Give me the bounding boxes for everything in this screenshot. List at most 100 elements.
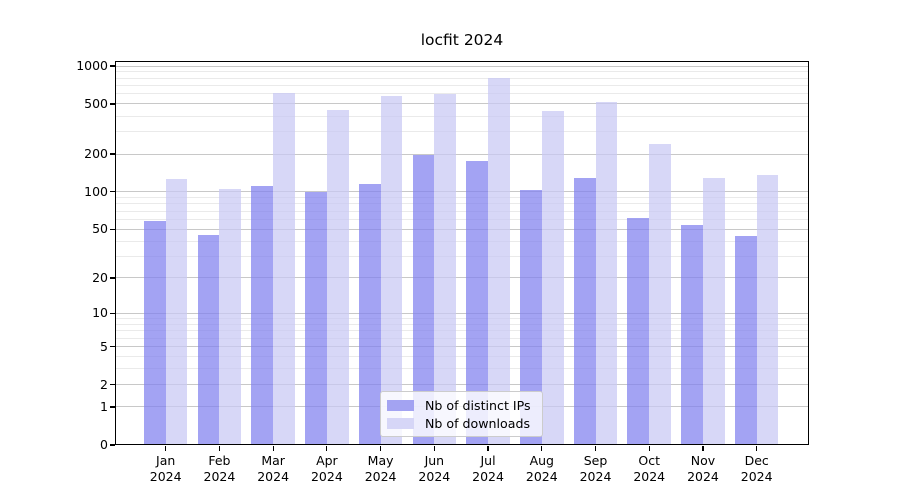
y-axis-tick-label-1: 1 — [100, 398, 108, 414]
minor-gridline — [115, 240, 809, 242]
bar-downloads-dec — [756, 174, 779, 445]
y-axis-tick-label-500: 500 — [84, 95, 108, 111]
bar-distinct-ips-jun — [412, 155, 435, 445]
bar-downloads-jan — [165, 179, 188, 445]
y-axis-tick-label-1000: 1000 — [76, 58, 108, 73]
minor-gridline — [115, 318, 809, 320]
minor-gridline — [115, 71, 809, 73]
x-axis-tick-label-oct: Oct 2024 — [633, 453, 666, 484]
y-axis-tick-5 — [110, 346, 115, 348]
x-axis-tick-label-aug: Aug 2024 — [525, 453, 558, 484]
bar-downloads-feb — [219, 189, 242, 445]
minor-gridline — [115, 93, 809, 95]
y-axis-tick-label-200: 200 — [84, 146, 108, 162]
major-gridline — [115, 191, 809, 193]
bar-distinct-ips-sep — [573, 177, 596, 445]
y-axis-tick-500 — [110, 103, 115, 105]
y-axis-tick-1000 — [110, 65, 115, 67]
y-axis-tick-200 — [110, 153, 115, 155]
bar-distinct-ips-jan — [143, 221, 166, 445]
y-axis-tick-1 — [110, 406, 115, 408]
bar-distinct-ips-may — [358, 183, 381, 445]
bar-distinct-ips-oct — [627, 217, 650, 445]
minor-gridline — [115, 356, 809, 358]
x-axis-tick-mar — [272, 446, 274, 451]
y-axis-tick-label-0: 0 — [100, 437, 108, 452]
y-axis-tick-label-5: 5 — [100, 338, 108, 354]
y-axis-tick-label-2: 2 — [100, 376, 108, 392]
major-gridline — [115, 103, 809, 105]
y-axis-tick-2 — [110, 384, 115, 386]
x-axis-tick-sep — [594, 446, 597, 451]
y-axis-tick-label-20: 20 — [92, 269, 108, 285]
y-axis-tick-label-100: 100 — [84, 183, 108, 199]
bar-distinct-ips-aug — [519, 189, 542, 445]
bar-distinct-ips-apr — [305, 191, 327, 445]
bar-downloads-mar — [273, 92, 295, 445]
x-axis-tick-jan — [165, 446, 167, 451]
y-axis-tick-0 — [110, 444, 115, 446]
minor-gridline — [115, 337, 809, 339]
x-axis-tick-label-apr: Apr 2024 — [310, 453, 343, 484]
bar-downloads-apr — [326, 110, 349, 445]
x-axis-tick-oct — [648, 446, 650, 451]
minor-gridline — [115, 330, 809, 332]
x-axis-tick-label-jan: Jan 2024 — [149, 453, 182, 484]
bar-distinct-ips-jul — [466, 161, 489, 445]
x-axis-tick-jun — [433, 446, 435, 451]
minor-gridline — [115, 77, 809, 79]
bar-distinct-ips-nov — [681, 225, 703, 445]
x-axis-tick-feb — [218, 446, 220, 451]
x-axis-tick-label-mar: Mar 2024 — [257, 453, 290, 484]
x-axis-tick-may — [380, 446, 382, 451]
legend-label-distinct-ips: Nb of distinct IPs — [425, 397, 531, 413]
y-axis-tick-label-10: 10 — [92, 305, 108, 321]
y-axis-tick-100 — [110, 191, 115, 193]
bar-downloads-aug — [541, 111, 564, 445]
major-gridline — [115, 346, 809, 348]
major-gridline — [115, 277, 809, 279]
chart-title: locfit 2024 — [420, 31, 504, 49]
y-axis-tick-label-50: 50 — [92, 221, 108, 237]
bar-distinct-ips-dec — [734, 236, 757, 445]
x-axis-tick-label-jul: Jul 2024 — [472, 453, 504, 484]
minor-gridline — [115, 218, 809, 220]
legend: Nb of distinct IPs Nb of downloads — [380, 391, 543, 437]
major-gridline — [115, 153, 809, 155]
bar-downloads-may — [380, 96, 403, 445]
bar-downloads-nov — [702, 177, 725, 445]
minor-gridline — [115, 368, 809, 370]
x-axis-tick-label-sep: Sep 2024 — [579, 453, 612, 484]
major-gridline — [115, 65, 809, 67]
y-axis-tick-50 — [110, 228, 115, 230]
minor-gridline — [115, 197, 809, 199]
legend-item-downloads: Nb of downloads — [387, 417, 542, 430]
legend-swatch-downloads — [387, 417, 414, 429]
minor-gridline — [115, 115, 809, 117]
x-axis-tick-nov — [702, 446, 704, 451]
minor-gridline — [115, 203, 809, 205]
minor-gridline — [115, 323, 809, 325]
x-axis-tick-label-dec: Dec 2024 — [740, 453, 773, 484]
bar-downloads-sep — [595, 102, 618, 445]
bar-downloads-jun — [434, 93, 457, 445]
minor-gridline — [115, 256, 809, 258]
x-axis-tick-label-nov: Nov 2024 — [687, 453, 719, 484]
minor-gridline — [115, 131, 809, 133]
major-gridline — [115, 312, 809, 314]
legend-item-distinct-ips: Nb of distinct IPs — [387, 399, 542, 412]
x-axis-tick-jul — [487, 446, 489, 451]
x-axis-tick-label-jun: Jun 2024 — [418, 453, 451, 484]
y-axis-tick-10 — [110, 312, 115, 315]
x-axis-tick-apr — [326, 446, 328, 451]
bar-distinct-ips-mar — [251, 185, 274, 445]
bar-downloads-jul — [488, 77, 510, 445]
x-axis-tick-aug — [541, 446, 543, 451]
bar-distinct-ips-feb — [197, 234, 220, 445]
y-axis-tick-20 — [110, 277, 115, 279]
x-axis-tick-dec — [756, 446, 758, 451]
minor-gridline — [115, 210, 809, 212]
major-gridline — [115, 228, 809, 230]
x-axis-tick-label-may: May 2024 — [364, 453, 397, 484]
